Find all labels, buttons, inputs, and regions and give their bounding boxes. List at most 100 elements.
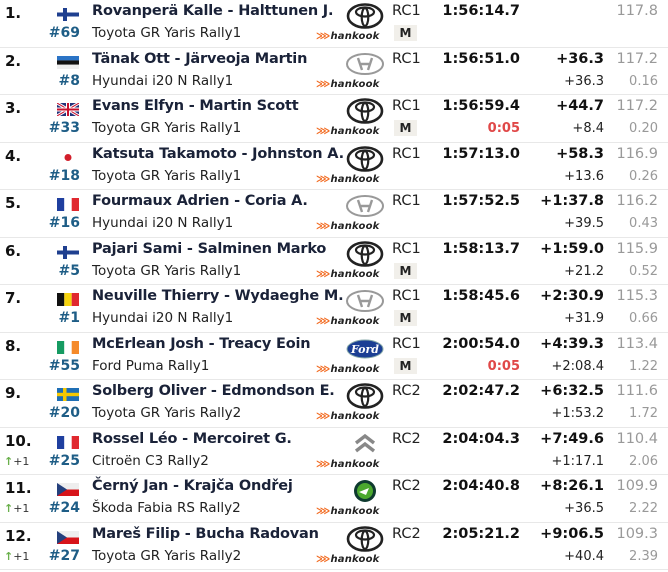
hankook-logo: ⋙hankook <box>316 268 380 280</box>
result-row[interactable]: 11. ↑+1 #24 Černý Jan - Krajča Ondřej Škoda … <box>0 475 668 523</box>
speed-diff: 1.72 <box>629 406 658 421</box>
speed-diff: 0.20 <box>629 121 658 136</box>
gap-to-leader: +7:49.6 <box>540 430 604 447</box>
car-model: Toyota GR Yaris Rally1 <box>92 262 242 279</box>
total-time: 1:58:45.6 <box>442 288 520 304</box>
average-speed: 117.8 <box>616 3 658 19</box>
speed-diff: 2.22 <box>629 501 658 516</box>
hankook-logo: ⋙hankook <box>316 411 380 422</box>
hankook-logo: ⋙hankook <box>316 458 380 470</box>
hankook-logo: ⋙hankook <box>316 173 380 185</box>
position: 12. <box>5 526 32 545</box>
position: 4. <box>5 146 22 165</box>
speed-diff: 0.26 <box>629 168 658 184</box>
car-number[interactable]: #5 <box>58 262 80 279</box>
flag-fin-icon <box>57 8 79 21</box>
car-number[interactable]: #20 <box>48 405 80 421</box>
tyre-badge: M <box>394 357 417 374</box>
gap-to-leader: +2:30.9 <box>540 288 604 304</box>
gap-to-previous: +1:53.2 <box>551 406 605 421</box>
car-model: Toyota GR Yaris Rally1 <box>92 120 242 136</box>
result-row[interactable]: 6. #5 Pajari Sami - Salminen Marko Toyota G… <box>0 238 668 285</box>
result-row[interactable]: 9. #20 Solberg Oliver - Edmondson E. Toyota… <box>0 380 668 428</box>
average-speed: 115.9 <box>616 240 658 257</box>
gap-to-leader: +36.3 <box>556 50 604 67</box>
crew-name[interactable]: Pajari Sami - Salminen Marko <box>92 240 327 257</box>
car-model: Toyota GR Yaris Rally1 <box>92 167 242 184</box>
average-speed: 115.3 <box>616 288 658 304</box>
speed-diff: 0.66 <box>629 311 658 326</box>
gap-to-previous: +21.2 <box>564 263 604 279</box>
gap-to-leader: +1:59.0 <box>540 240 604 257</box>
position: 6. <box>5 241 22 260</box>
car-model: Hyundai i20 N Rally1 <box>92 215 234 231</box>
result-row[interactable]: 4. #18 Katsuta Takamoto - Johnston A. Toyot… <box>0 143 668 190</box>
average-speed: 116.9 <box>616 145 658 162</box>
crew-name[interactable]: Rovanperä Kalle - Halttunen J. <box>92 3 334 19</box>
tyre-badge: M <box>394 25 417 41</box>
crew-name[interactable]: Černý Jan - Krajča Ondřej <box>92 478 293 494</box>
crew-name[interactable]: McErlean Josh - Treacy Eoin <box>92 335 311 352</box>
crew-name[interactable]: Fourmaux Adrien - Coria A. <box>92 193 308 209</box>
crew-name[interactable]: Solberg Oliver - Edmondson E. <box>92 383 335 399</box>
gap-to-leader: +6:32.5 <box>540 383 604 399</box>
crew-name[interactable]: Evans Elfyn - Martin Scott <box>92 98 299 114</box>
car-number[interactable]: #69 <box>48 25 80 41</box>
hankook-logo: ⋙hankook <box>316 78 380 90</box>
position-change-value: +1 <box>13 549 30 563</box>
car-number[interactable]: #18 <box>48 167 80 184</box>
flag-fin-icon <box>57 245 79 259</box>
flag-gbr-icon <box>57 103 79 116</box>
hankook-logo: ⋙hankook <box>316 126 380 137</box>
crew-name[interactable]: Neuville Thierry - Wydaeghe M. <box>92 288 344 304</box>
average-speed: 109.3 <box>616 525 658 542</box>
car-number[interactable]: #1 <box>58 310 80 326</box>
total-time: 1:56:59.4 <box>442 98 520 114</box>
result-row[interactable]: 1. #69 Rovanperä Kalle - Halttunen J. Toyot… <box>0 0 668 48</box>
position: 7. <box>5 289 22 307</box>
car-number[interactable]: #25 <box>48 452 80 469</box>
arrow-up-icon: ↑ <box>4 502 14 515</box>
crew-name[interactable]: Mareš Filip - Bucha Radovan <box>92 525 319 542</box>
car-number[interactable]: #8 <box>58 72 80 89</box>
average-speed: 117.2 <box>616 50 658 67</box>
car-number[interactable]: #33 <box>48 120 80 136</box>
penalty: 0:05 <box>487 358 520 374</box>
crew-name[interactable]: Rossel Léo - Mercoiret G. <box>92 430 292 447</box>
result-row[interactable]: 8. #55 McErlean Josh - Treacy Eoin Ford Pum… <box>0 333 668 380</box>
result-row[interactable]: 7. #1 Neuville Thierry - Wydaeghe M. Hyunda… <box>0 285 668 333</box>
car-number[interactable]: #55 <box>48 357 80 374</box>
result-row[interactable]: 12. ↑+1 #27 Mareš Filip - Bucha Radovan Toyo… <box>0 523 668 570</box>
car-number[interactable]: #27 <box>48 547 80 564</box>
result-row[interactable]: 3. #33 Evans Elfyn - Martin Scott Toyota GR… <box>0 95 668 143</box>
class: RC2 <box>392 430 421 447</box>
flag-irl-icon <box>57 340 79 354</box>
average-speed: 110.4 <box>616 430 658 447</box>
flag-jpn-icon <box>64 153 72 161</box>
crew-name[interactable]: Katsuta Takamoto - Johnston A. <box>92 145 344 162</box>
average-speed: 113.4 <box>616 335 658 352</box>
car-model: Škoda Fabia RS Rally2 <box>92 500 241 516</box>
total-time: 2:05:21.2 <box>442 525 520 542</box>
class: RC1 <box>392 145 421 162</box>
total-time: 2:02:47.2 <box>442 383 520 399</box>
position-change-value: +1 <box>13 502 30 515</box>
crew-name[interactable]: Tänak Ott - Järveoja Martin <box>92 50 308 67</box>
car-number[interactable]: #16 <box>48 215 80 231</box>
car-model: Hyundai i20 N Rally1 <box>92 72 234 89</box>
skoda-logo-icon <box>354 480 376 502</box>
result-row[interactable]: 5. #16 Fourmaux Adrien - Coria A. Hyundai i… <box>0 190 668 238</box>
position: 2. <box>5 51 22 70</box>
toyota-logo-icon <box>346 145 384 172</box>
position: 11. <box>5 479 32 497</box>
result-row[interactable]: 10. ↑+1 #25 Rossel Léo - Mercoiret G. Citroë… <box>0 428 668 475</box>
class: RC1 <box>392 288 421 304</box>
total-time: 2:04:04.3 <box>442 430 520 447</box>
result-row[interactable]: 2. #8 Tänak Ott - Järveoja Martin Hyundai i… <box>0 48 668 95</box>
car-number[interactable]: #24 <box>48 500 80 516</box>
gap-to-previous: +36.5 <box>564 501 604 516</box>
speed-diff: 0.43 <box>629 216 658 231</box>
total-time: 1:56:14.7 <box>442 3 520 19</box>
gap-to-previous: +40.4 <box>564 548 604 564</box>
